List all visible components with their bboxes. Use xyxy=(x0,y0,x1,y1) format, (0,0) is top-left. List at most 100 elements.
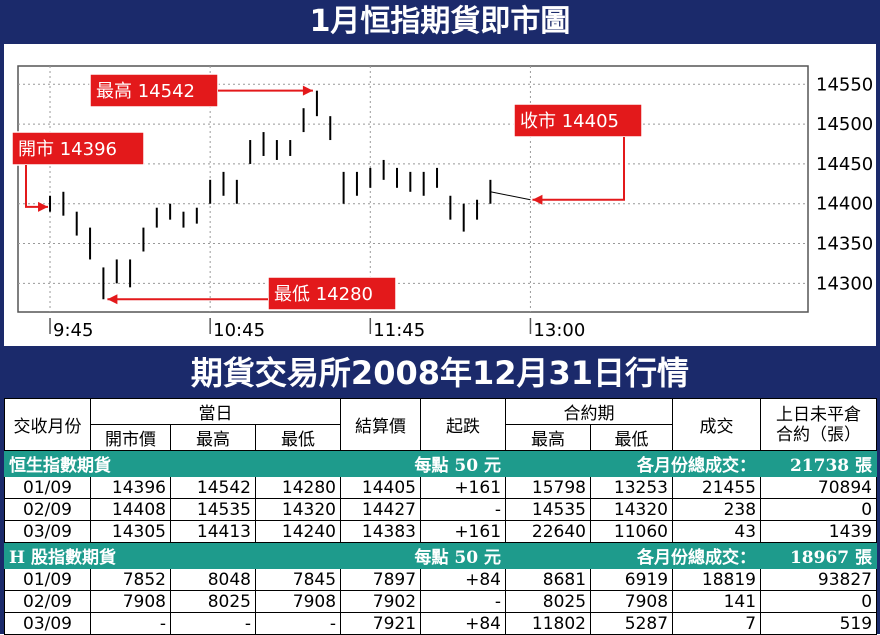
header-row: 開市價 最高 最低 最高 最低 xyxy=(5,424,877,451)
arrow-head xyxy=(302,85,313,96)
y-tick-label: 14300 xyxy=(816,273,873,294)
cell: +84 xyxy=(420,612,507,635)
header-cell: 合約期 xyxy=(505,398,674,425)
cell: 03/09 xyxy=(4,520,91,543)
cell: +161 xyxy=(420,520,507,543)
section-row: 恒生指數期貨 每點 50 元各月份總成交： 21738 張 xyxy=(3,450,878,477)
cell: 14280 xyxy=(254,476,342,499)
cell: 7852 xyxy=(90,568,171,591)
quote-table: 交收月份 當日 結算價 起跌 合約期 成交 上日未平倉 合約（張） 開市價 最高 … xyxy=(3,398,878,635)
header-cell: 成交 xyxy=(672,398,762,451)
header-text: 上日未平倉 xyxy=(776,404,862,425)
annotation-label: 最低 xyxy=(274,284,310,305)
arrow-head xyxy=(38,201,49,212)
cell: 14542 xyxy=(170,476,256,499)
cell: 14305 xyxy=(90,520,171,543)
annotation: 收市 14405 xyxy=(513,103,643,205)
cell: 8048 xyxy=(170,568,256,591)
header-text: 合約（張） xyxy=(776,424,862,445)
cell: 14240 xyxy=(254,520,342,543)
header-cell: 當日 xyxy=(89,398,342,425)
header-row: 交收月份 當日 結算價 起跌 合約期 成交 上日未平倉 合約（張） xyxy=(4,398,878,451)
table-title: 期貨交易所2008年12月31日行情 xyxy=(190,354,690,392)
data-row: 03/09 14305 14413 14240 14383 +161 22640 11060 4… xyxy=(4,520,878,543)
arrow-head xyxy=(532,194,543,205)
cell: 6919 xyxy=(590,568,674,591)
annotation-text: 開市 14396 xyxy=(18,139,117,160)
cell: 14320 xyxy=(254,498,342,521)
chart-title: 1月恒指期貨即市圖 xyxy=(309,4,571,39)
arrow-head xyxy=(107,294,118,305)
cell: 14405 xyxy=(340,476,422,499)
y-tick-label: 14550 xyxy=(816,74,873,95)
section-point: 每點 50 元 xyxy=(340,542,507,569)
header-cell: 開市價 xyxy=(90,424,171,451)
cell: 14535 xyxy=(170,498,256,521)
annotation-box xyxy=(513,103,643,138)
data-row: 03/09- - -7921 +84 11802 5287 7 519 xyxy=(4,612,878,635)
cell: 13253 xyxy=(590,476,674,499)
annotation-value: 14405 xyxy=(562,111,619,132)
cell: - xyxy=(254,612,342,635)
annotation-text: 收市 14405 xyxy=(520,111,619,132)
cell: 01/09 xyxy=(4,476,91,499)
annotation-value: 14280 xyxy=(316,284,373,305)
cell: 01/09 xyxy=(4,568,91,591)
cell: 0 xyxy=(760,590,878,613)
cell: - xyxy=(420,590,507,613)
cell: 11802 xyxy=(505,612,592,635)
annotation-text: 最低 14280 xyxy=(274,284,373,305)
x-tick-label: 9:45 xyxy=(53,320,93,341)
cell: 1439 xyxy=(760,520,878,543)
cell: 14535 xyxy=(505,498,592,521)
annotation-box xyxy=(11,131,145,166)
cell: 02/09 xyxy=(4,498,91,521)
annotation-arrow xyxy=(532,137,625,201)
header-cell: 上日未平倉 合約（張） xyxy=(760,398,878,451)
section-row: H 股指數期貨 每點 50 元各月份總成交： 18967 張 xyxy=(3,542,878,569)
cell: 7897 xyxy=(340,568,422,591)
cell: 18819 xyxy=(672,568,762,591)
cell: 14427 xyxy=(340,498,422,521)
y-tick-label: 14450 xyxy=(816,154,873,175)
cell: 03/09 xyxy=(4,612,91,635)
annotation-label: 最高 xyxy=(96,81,132,102)
annotation-value: 14542 xyxy=(138,81,195,102)
cell: 8025 xyxy=(505,590,592,613)
section-total-label: 各月份總成交： xyxy=(505,450,762,477)
y-tick-label: 14350 xyxy=(816,234,873,255)
cell: 14396 xyxy=(90,476,171,499)
annotation-value: 14396 xyxy=(60,139,117,160)
cell: 141 xyxy=(672,590,762,613)
annotation: 最高 14542 xyxy=(89,73,313,108)
cell: 14408 xyxy=(90,498,171,521)
header-cell: 起跌 xyxy=(420,398,507,451)
data-row: 01/09 14396 14542 14280 14405 +161 15798 13253 2… xyxy=(4,476,878,499)
section-name: H 股指數期貨 xyxy=(3,542,342,569)
cell: 238 xyxy=(672,498,762,521)
x-tick-label: 13:00 xyxy=(533,320,585,341)
cell: - xyxy=(170,612,256,635)
cell: 7902 xyxy=(340,590,422,613)
section-total: 18967 張 xyxy=(760,542,878,569)
y-tick-label: 14500 xyxy=(816,114,873,135)
cell: 11060 xyxy=(590,520,674,543)
cell: 7845 xyxy=(254,568,342,591)
cell: - xyxy=(420,498,507,521)
cell: 14413 xyxy=(170,520,256,543)
cell: 7908 xyxy=(590,590,674,613)
annotation-text: 最高 14542 xyxy=(96,81,195,102)
cell: 7908 xyxy=(254,590,342,613)
annotation-label: 收市 xyxy=(520,111,556,132)
x-tick-label: 10:45 xyxy=(213,320,265,341)
cell: 43 xyxy=(672,520,762,543)
cell: 93827 xyxy=(760,568,878,591)
annotation: 開市 14396 xyxy=(11,131,145,212)
cell: 8681 xyxy=(505,568,592,591)
cell: - xyxy=(90,612,171,635)
cell: 70894 xyxy=(760,476,878,499)
cell: +84 xyxy=(420,568,507,591)
cell: 7908 xyxy=(90,590,171,613)
cell: 0 xyxy=(760,498,878,521)
cell: 14320 xyxy=(590,498,674,521)
